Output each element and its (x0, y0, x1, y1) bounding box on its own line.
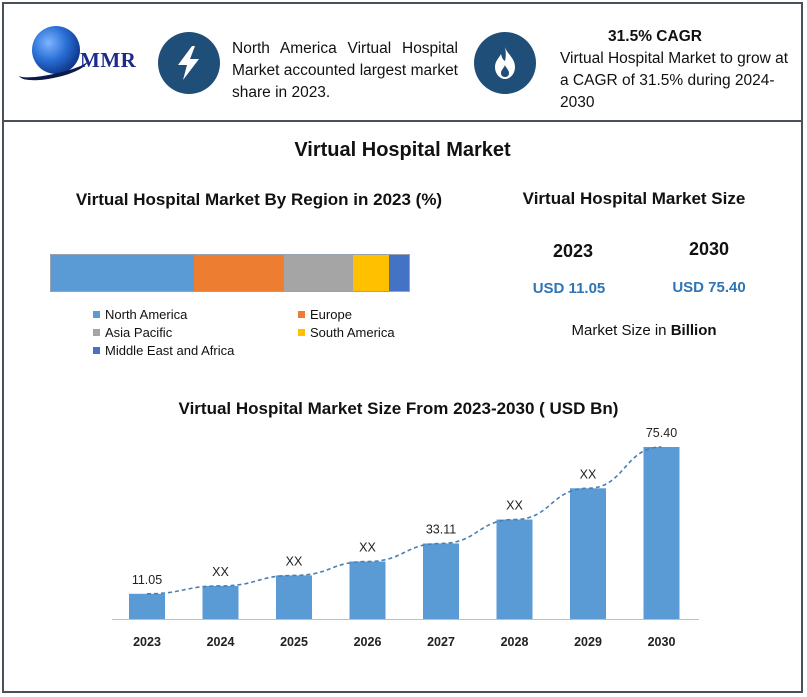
region-segment-middle-east-and-africa (389, 255, 409, 291)
cagr-title: 31.5% CAGR (608, 28, 702, 45)
data-label: XX (580, 467, 597, 481)
x-tick-label: 2029 (574, 635, 602, 649)
bar-2024 (202, 585, 239, 619)
x-tick-label: 2024 (207, 635, 235, 649)
x-tick-label: 2028 (501, 635, 529, 649)
bar-chart-title: Virtual Hospital Market Size From 2023-2… (178, 399, 619, 418)
region-segment-north-america (51, 255, 195, 291)
unit-prefix: Market Size in (571, 322, 671, 339)
legend-swatch (93, 329, 100, 336)
region-segment-asia-pacific (283, 255, 354, 291)
legend-swatch (298, 311, 305, 318)
market-size-year-start: 2023 (552, 241, 594, 261)
data-label: XX (212, 565, 229, 579)
market-size-value-end: USD 75.40 (672, 279, 746, 296)
x-tick-label: 2030 (648, 635, 676, 649)
bar-2023 (129, 593, 165, 619)
data-label: 11.05 (132, 573, 162, 587)
header-band: MMR North America Virtual Hospital Marke… (4, 4, 801, 122)
x-tick-label: 2023 (133, 635, 161, 649)
data-label: XX (506, 499, 523, 513)
data-label: 33.11 (426, 522, 456, 536)
bar-2028 (496, 519, 533, 619)
data-label: 75.40 (646, 426, 677, 440)
main-title: Virtual Hospital Market (294, 139, 511, 161)
bar-2026 (349, 561, 386, 619)
legend-item: Middle East and Africa (93, 343, 234, 358)
legend-item: Asia Pacific (93, 325, 172, 340)
legend-label: Middle East and Africa (105, 343, 235, 358)
market-size-value-start: USD 11.05 (532, 280, 606, 297)
region-segment-south-america (353, 255, 390, 291)
mmr-logo: MMR (16, 24, 143, 86)
bar-2030 (643, 447, 680, 619)
market-size-title: Virtual Hospital Market Size (522, 189, 746, 208)
x-tick-label: 2025 (280, 635, 308, 649)
trend-line (146, 446, 662, 595)
legend-swatch (93, 347, 100, 354)
legend-label: Asia Pacific (105, 325, 173, 340)
bar-2029 (570, 488, 606, 619)
logo-text: MMR (80, 48, 137, 72)
legend-item: South America (298, 325, 395, 340)
legend-label: South America (310, 325, 395, 340)
legend-label: Europe (310, 307, 352, 322)
cagr-text: Virtual Hospital Market to grow at a CAG… (560, 50, 789, 111)
market-size-unit: Market Size in Billion (544, 322, 744, 339)
legend-swatch (298, 329, 305, 336)
fact-cagr: 31.5% CAGR Virtual Hospital Market to gr… (560, 26, 796, 114)
region-segment-europe (194, 255, 284, 291)
x-tick-label: 2027 (427, 635, 455, 649)
legend-item: Europe (298, 307, 352, 322)
globe-icon (32, 26, 80, 74)
bar-chart: 11.05 2023 XX 2024 XX 2025 XX 2026 33.11 2027 XX 20… (112, 426, 699, 649)
data-label: XX (359, 541, 376, 555)
bar-2025 (276, 575, 312, 619)
region-stacked-bar (50, 254, 410, 292)
flame-icon (474, 32, 536, 94)
market-size-year-end: 2030 (688, 239, 730, 259)
lightning-bolt-icon (158, 32, 220, 94)
fact-north-america: North America Virtual Hospital Market ac… (232, 40, 458, 101)
region-chart-title: Virtual Hospital Market By Region in 202… (75, 190, 443, 209)
unit-bold: Billion (670, 322, 717, 339)
data-label: XX (286, 554, 303, 568)
legend-item: North America (93, 307, 187, 322)
bar-2027 (423, 543, 459, 619)
legend-label: North America (105, 307, 188, 322)
legend-swatch (93, 311, 100, 318)
x-tick-label: 2026 (354, 635, 382, 649)
